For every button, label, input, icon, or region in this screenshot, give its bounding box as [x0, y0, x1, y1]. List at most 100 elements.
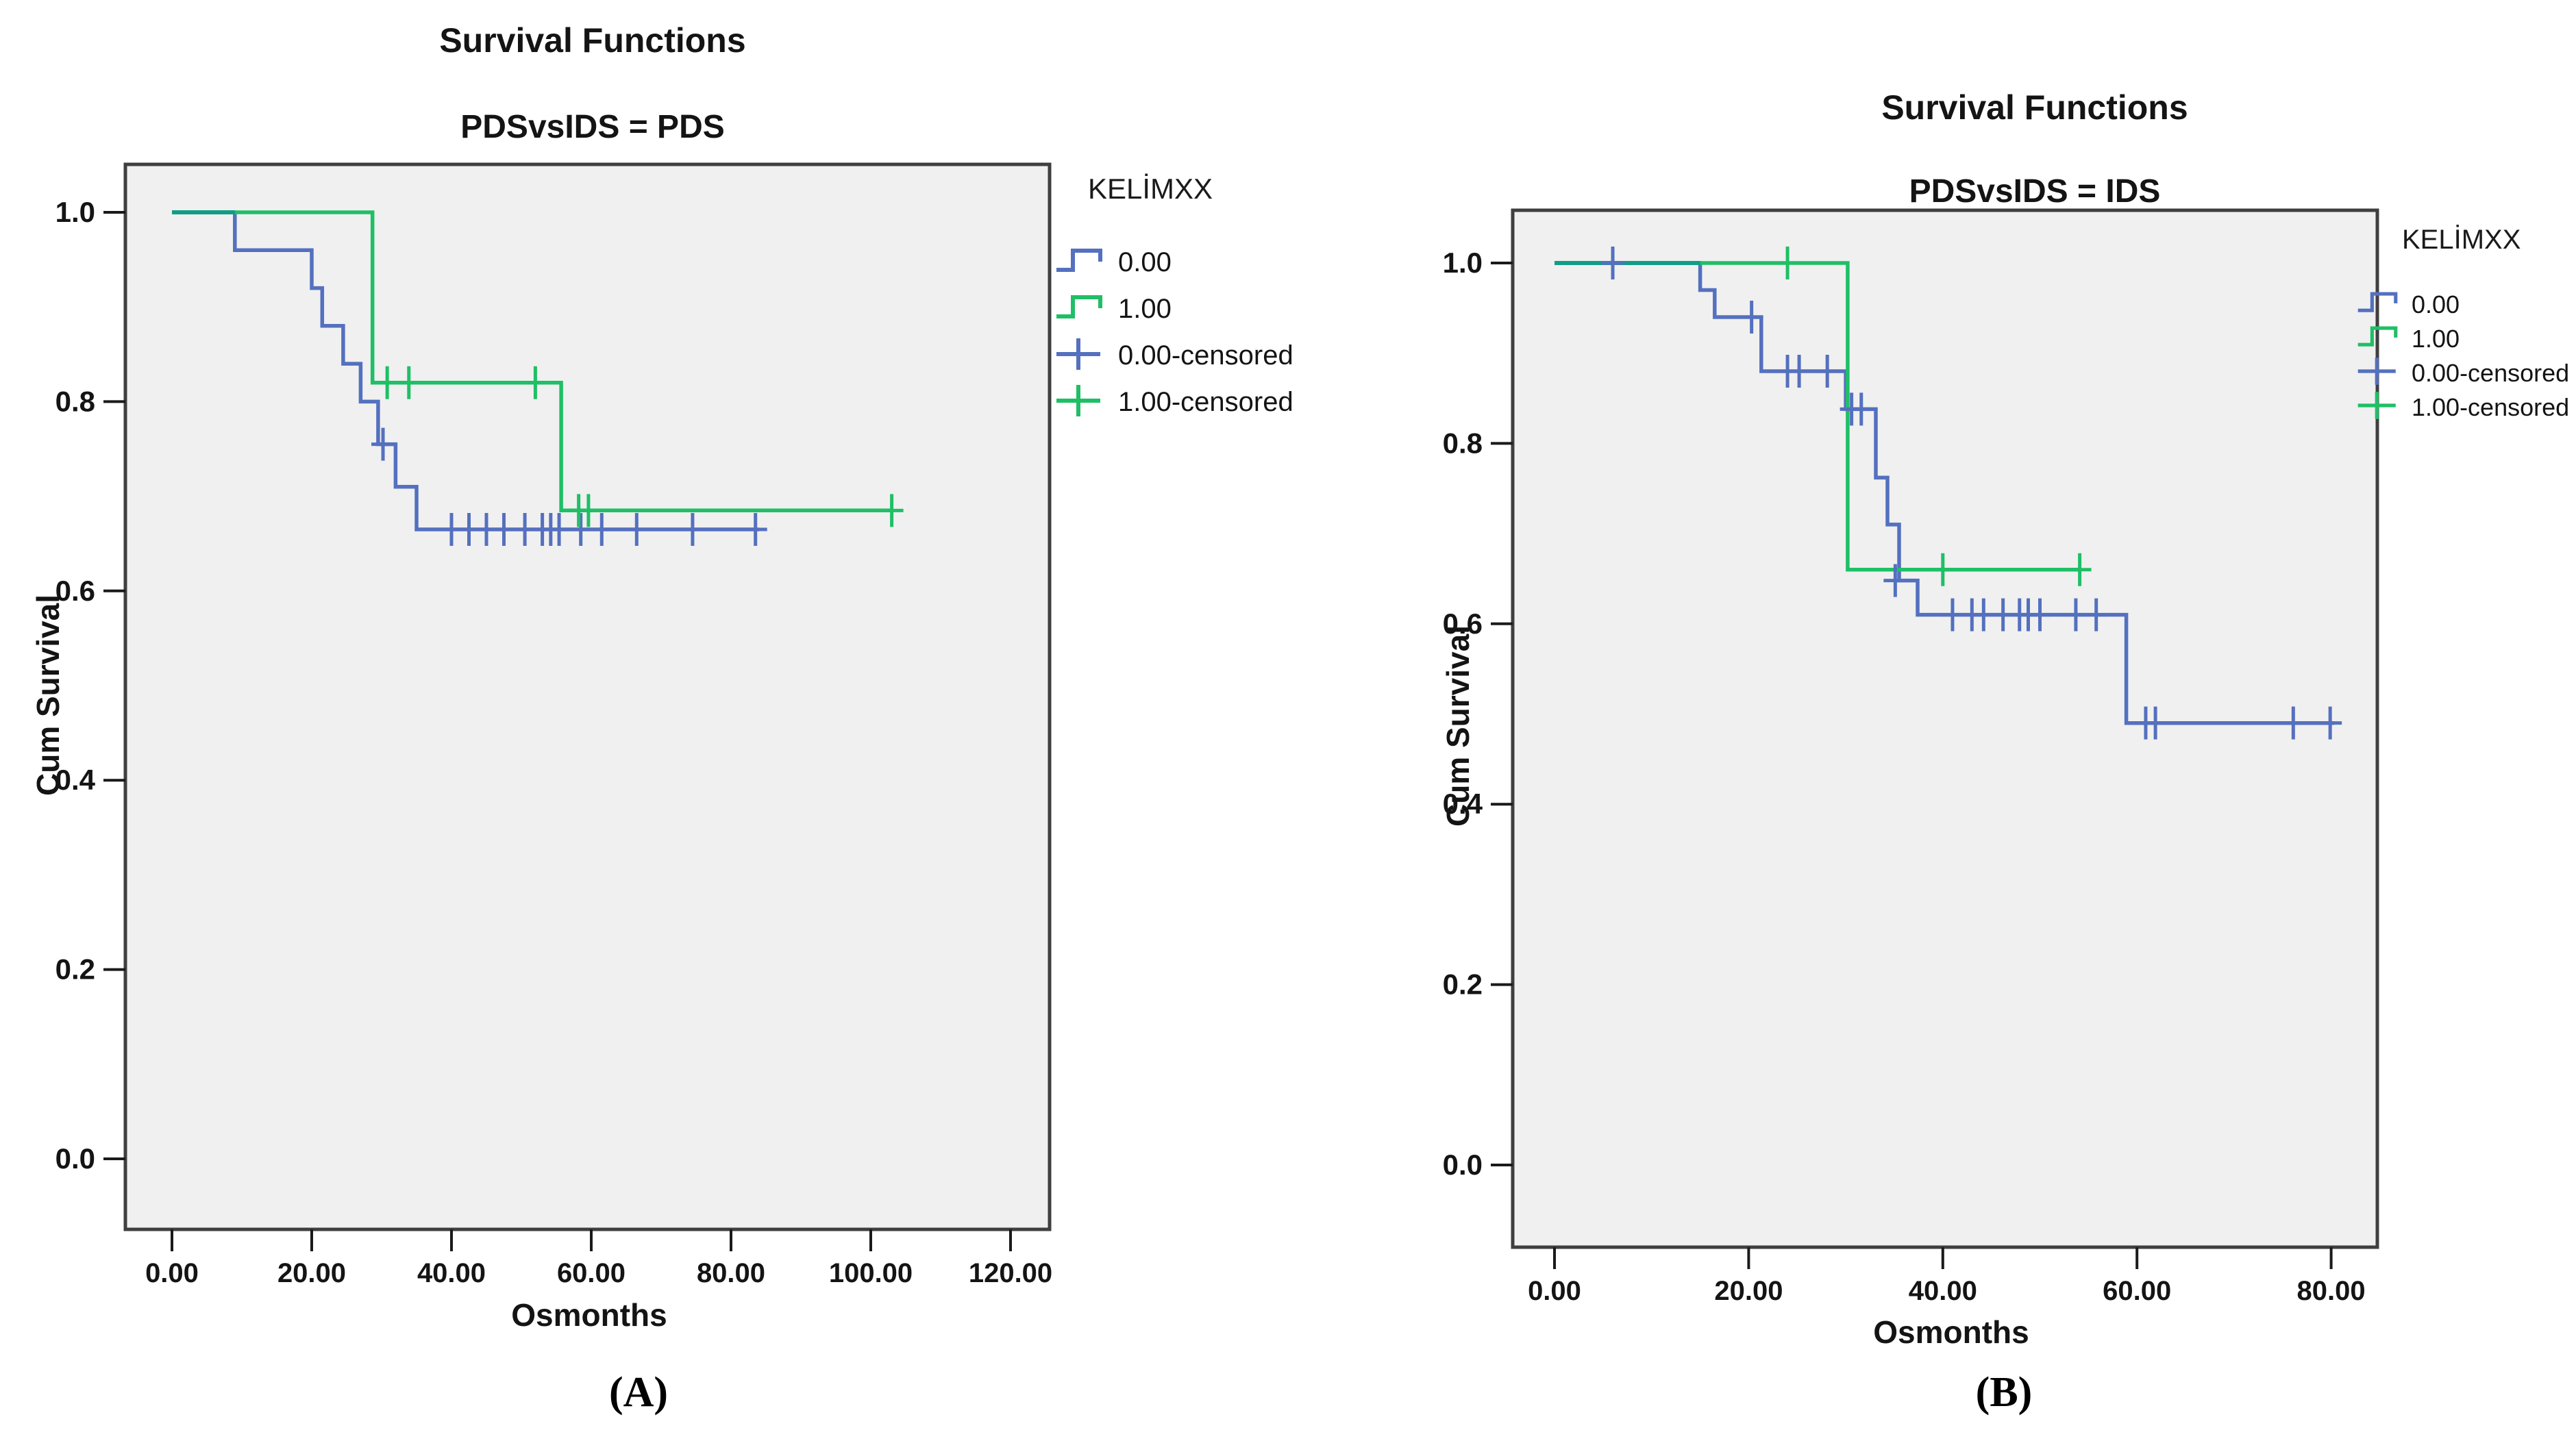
legend-item: 0.00-censored — [1055, 336, 1293, 376]
censor-mark-blue — [2144, 706, 2168, 740]
legend-item-label: 0.00-censored — [2412, 358, 2570, 387]
legend-item-label: 1.00-censored — [1118, 387, 1293, 417]
step-line-icon — [2357, 321, 2412, 357]
legend-item-label: 0.00 — [2412, 290, 2460, 318]
censor-mark-blue — [1883, 564, 1907, 597]
x-tick-label: 80.00 — [697, 1258, 765, 1288]
x-tick-label: 40.00 — [417, 1258, 486, 1288]
caption-b: (B) — [1975, 1369, 2033, 1416]
censor-mark-blue — [2084, 598, 2108, 631]
x-tick-label: 120.00 — [969, 1258, 1052, 1288]
y-tick-label: 1.0 — [55, 196, 95, 228]
censor-mark-green — [1931, 553, 1955, 586]
legend-item: 0.00 — [2357, 286, 2460, 323]
censor-mark-blue — [492, 512, 516, 546]
censor-mark-green — [2068, 553, 2092, 586]
legend-item: 1.00 — [1055, 289, 1172, 329]
censor-mark-blue — [1849, 392, 1873, 426]
plus-icon — [2357, 355, 2412, 391]
censor-mark-green — [880, 494, 904, 527]
x-tick-label: 100.00 — [829, 1258, 913, 1288]
y-tick-label: 0.0 — [1443, 1149, 1483, 1181]
legend-item: 1.00-censored — [1055, 382, 1293, 423]
y-tick-label: 1.0 — [1443, 247, 1483, 279]
x-tick-label: 60.00 — [557, 1258, 626, 1288]
step-line-icon — [1055, 289, 1118, 329]
legend-item-label: 0.00-censored — [1118, 340, 1293, 371]
y-tick-label: 0.6 — [1443, 607, 1483, 640]
x-tick-label: 0.00 — [1528, 1276, 1581, 1306]
censor-mark-blue — [2064, 598, 2088, 631]
censor-mark-blue — [743, 512, 767, 546]
censor-mark-blue — [1940, 598, 1964, 631]
censor-mark-blue — [1787, 355, 1811, 388]
plus-icon — [1055, 336, 1118, 376]
chart-a-title: Survival Functions — [439, 21, 746, 60]
km-curve-green-B — [1555, 261, 2080, 572]
km-curve-blue-B — [1555, 261, 2334, 725]
legend-item: 0.00-censored — [2357, 355, 2569, 391]
y-tick-label: 0.2 — [1443, 968, 1483, 1001]
caption-a: (A) — [608, 1369, 669, 1416]
censor-mark-blue — [590, 512, 614, 546]
chart-a-subtitle: PDSvsIDS = PDS — [460, 109, 725, 145]
x-tick-label: 60.00 — [2103, 1276, 2171, 1306]
y-tick-label: 0.6 — [55, 575, 95, 607]
legend-item: 1.00 — [2357, 321, 2460, 357]
chart-b-legend-title: KELİMXX — [2402, 225, 2521, 255]
censor-mark-blue — [625, 512, 649, 546]
censor-mark-blue — [569, 512, 593, 546]
x-tick-label: 20.00 — [277, 1258, 346, 1288]
chart-b-subtitle: PDSvsIDS = IDS — [1909, 173, 2161, 210]
chart-a-xlabel: Osmonths — [511, 1297, 667, 1333]
legend-item-label: 1.00 — [2412, 324, 2460, 353]
x-tick-label: 40.00 — [1909, 1276, 1977, 1306]
legend-item-label: 0.00 — [1118, 247, 1172, 277]
censor-mark-blue — [1739, 301, 1763, 334]
chart-b-xlabel: Osmonths — [1873, 1314, 2029, 1350]
y-tick-label: 0.0 — [55, 1142, 95, 1175]
censor-mark-blue — [1601, 247, 1625, 279]
y-tick-label: 0.8 — [1443, 427, 1483, 459]
y-tick-label: 0.8 — [55, 385, 95, 417]
y-tick-label: 0.4 — [55, 764, 96, 796]
legend-item-label: 1.00 — [1118, 294, 1172, 324]
censor-mark-blue — [680, 512, 704, 546]
survival-chart-A: 1.0 0.8 0.6 0.4 0.2 0.0 0.00 20.00 40.00 60.00 80.… — [55, 162, 1052, 1288]
censor-mark-green — [1776, 247, 1800, 279]
censor-mark-blue — [2028, 598, 2052, 631]
step-line-icon — [2357, 286, 2412, 323]
plus-icon — [2357, 389, 2412, 425]
censor-mark-blue — [1972, 598, 1996, 631]
censor-mark-blue — [1816, 355, 1840, 388]
censor-mark-blue — [371, 427, 395, 461]
km-curve-green-A — [172, 210, 892, 513]
censor-mark-blue — [2318, 706, 2342, 740]
censor-mark-green — [523, 366, 547, 399]
censor-mark-blue — [2281, 706, 2305, 740]
legend-item: 1.00-censored — [2357, 389, 2569, 425]
chart-b-title: Survival Functions — [1881, 88, 2188, 127]
plus-icon — [1055, 382, 1118, 423]
censor-mark-green — [375, 366, 399, 399]
plot-panel — [1511, 208, 2379, 1249]
step-line-icon — [1055, 242, 1118, 283]
legend-item: 0.00 — [1055, 242, 1172, 283]
x-tick-label: 20.00 — [1714, 1276, 1783, 1306]
chart-a-legend-title: KELİMXX — [1088, 173, 1213, 205]
plot-panel — [123, 162, 1052, 1231]
chart-b-ylabel: Cum Survival — [1440, 625, 1476, 827]
legend-item-label: 1.00-censored — [2412, 392, 2570, 421]
y-tick-label: 0.2 — [55, 953, 95, 986]
x-tick-label: 80.00 — [2297, 1276, 2366, 1306]
chart-a-ylabel: Cum Survival — [30, 594, 66, 796]
censor-mark-green — [397, 366, 421, 399]
x-tick-label: 0.00 — [145, 1258, 199, 1288]
survival-chart-B: 1.0 0.8 0.6 0.4 0.2 0.0 0.00 20.00 40.00 60.00 80.… — [1443, 208, 2379, 1306]
y-tick-label: 0.4 — [1443, 788, 1483, 820]
km-curve-blue-A — [172, 210, 759, 531]
censor-mark-green — [576, 494, 600, 527]
censor-mark-blue — [547, 512, 571, 546]
